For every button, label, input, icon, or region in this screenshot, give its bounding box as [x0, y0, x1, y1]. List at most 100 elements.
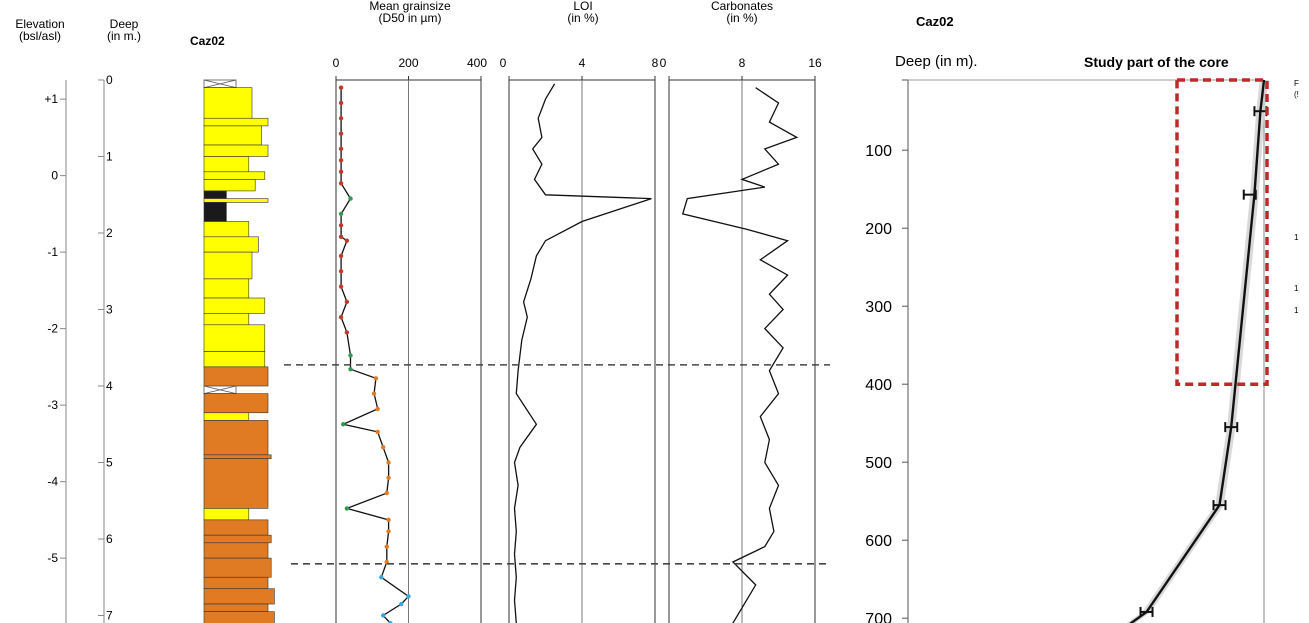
lithology-unit-sand: [203, 351, 266, 368]
elevation-tick-label: 0: [51, 169, 58, 183]
grainsize-point: [406, 594, 411, 599]
grainsize-point: [380, 445, 386, 450]
grainsize-point: [379, 575, 384, 580]
depth-tick-label: 3: [106, 303, 113, 317]
elevation-tick-label: +1: [44, 92, 58, 106]
grainsize-point: [348, 366, 353, 372]
grainsize-point: [386, 475, 391, 480]
lithology-unit-sand: [203, 324, 266, 352]
lithology-unit-sand: [203, 117, 269, 127]
grainsize-point: [344, 238, 350, 243]
grainsize-point: [371, 391, 377, 396]
agedepth-tick-label: 300: [865, 299, 892, 316]
lithology-unit-clay: [203, 603, 269, 612]
grainsize-point: [384, 490, 389, 496]
agedepth-title: Caz02: [916, 14, 954, 29]
lithology-unit-peat: [203, 190, 227, 199]
grainsize-tick-label: 0: [333, 56, 340, 70]
grainsize-point: [386, 460, 391, 465]
lithology-unit-clay: [203, 454, 272, 459]
lithology-unit-sand: [203, 171, 266, 180]
title-line: Carbonates: [711, 0, 773, 13]
agedepth-tick-label: 600: [865, 533, 892, 550]
lithology-unit-sand: [203, 179, 256, 192]
grainsize-point: [348, 196, 353, 201]
cut-label: 1: [1294, 233, 1299, 242]
grainsize-point: [338, 234, 344, 240]
title-line: (D50 in µm): [379, 11, 442, 25]
loi-tick-label: 4: [579, 56, 586, 70]
depth-tick-label: 2: [106, 226, 113, 240]
grainsize-tick-label: 400: [467, 56, 487, 70]
grainsize-tick-label: 200: [398, 56, 418, 70]
grainsize-point: [338, 211, 344, 217]
cut-label: F: [1294, 79, 1299, 88]
lithology-unit-sand: [203, 87, 253, 119]
lithology-unit-clay: [203, 611, 275, 623]
elevation-tick-label: -2: [47, 322, 58, 336]
lithology-unit-sand: [203, 297, 266, 314]
loi-tick-label: 0: [500, 56, 507, 70]
grainsize-point: [386, 529, 391, 534]
title-line: LOI: [573, 0, 592, 13]
age-depth-plot: 100 200 300 400 500 600 700 F (! 1 1 1: [865, 78, 1299, 623]
grainsize-series-line: [340, 87, 410, 623]
carbonates-tick-label: 16: [808, 56, 822, 70]
grainsize-point: [338, 284, 344, 289]
grainsize-point: [386, 517, 391, 523]
lithology-column: [203, 79, 275, 623]
lithology-unit-clay: [203, 519, 269, 536]
core-gap-cross: [203, 385, 237, 395]
agedepth-tick-label: 700: [865, 611, 892, 623]
grainsize-point: [338, 116, 344, 121]
title-line: (bsl/asl): [19, 29, 61, 43]
loi-tick-label: 8: [652, 56, 659, 70]
grainsize-point: [373, 376, 379, 381]
grainsize-point: [338, 146, 344, 152]
lithology-unit-sand: [203, 412, 250, 421]
proxy-panels: 0 200 400 0 4 8 0 8 16: [284, 56, 830, 623]
cut-label: (!: [1294, 90, 1299, 99]
cut-label: 1: [1294, 284, 1299, 293]
agedepth-tick-label: 100: [865, 143, 892, 160]
lithology-unit-sand: [203, 236, 259, 253]
grainsize-point: [338, 131, 344, 136]
lithology-unit-clay: [203, 588, 275, 605]
grainsize-point: [375, 429, 380, 435]
carbonates-tick-label: 0: [660, 56, 667, 70]
lithology-unit-sand: [203, 508, 250, 521]
grainsize-point: [344, 299, 350, 305]
grainsize-point: [399, 601, 404, 607]
elevation-tick-label: -3: [47, 398, 58, 412]
agedepth-tick-label: 200: [865, 221, 892, 238]
loi-title: LOI (in %): [567, 0, 598, 25]
lithology-unit-clay: [203, 542, 269, 559]
grainsize-point: [341, 422, 346, 427]
grainsize-point: [388, 620, 393, 623]
agedepth-envelope: [1126, 80, 1269, 623]
grainsize-point: [338, 253, 344, 259]
depth-tick-label: 5: [106, 456, 113, 470]
agedepth-tick-label: 400: [865, 377, 892, 394]
elevation-tick-label: -4: [47, 475, 58, 489]
grainsize-point: [338, 269, 344, 274]
lithology-unit-clay: [203, 393, 269, 414]
lithology-unit-clay: [203, 458, 269, 509]
core-title: Caz02: [190, 34, 225, 48]
grainsize-point: [338, 85, 344, 90]
title-line: (in %): [567, 11, 598, 25]
lithology-unit-sand: [203, 144, 269, 157]
grainsize-title: Mean grainsize (D50 in µm): [369, 0, 451, 25]
lithology-unit-clay: [203, 366, 269, 387]
carbonates-title: Carbonates (in %): [711, 0, 773, 25]
elevation-axis-label: Elevation (bsl/asl): [15, 17, 64, 43]
study-part-box: [1175, 78, 1269, 386]
title-line: Elevation: [15, 17, 64, 31]
grainsize-point: [380, 613, 386, 618]
grainsize-point: [338, 169, 344, 174]
grainsize-point: [348, 353, 353, 358]
agedepth-tick-label: 500: [865, 455, 892, 472]
grainsize-point: [338, 181, 344, 186]
study-annotation: Study part of the core: [1084, 54, 1229, 70]
